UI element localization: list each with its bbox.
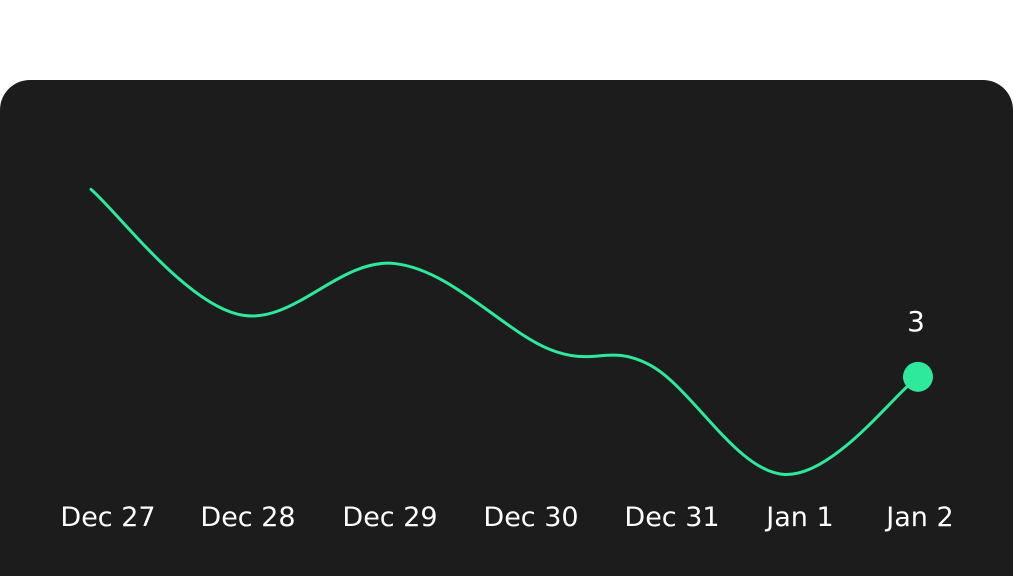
- x-axis: Dec 27 Dec 28 Dec 29 Dec 30 Dec 31 Jan 1 Jan 2: [60, 502, 953, 533]
- chart-card: [0, 80, 1013, 576]
- series-line: [89, 187, 920, 476]
- x-tick-label: Dec 31: [624, 502, 719, 533]
- data-point-1: [236, 312, 240, 316]
- x-tick-label: Jan 2: [884, 502, 953, 533]
- line-layer: [89, 187, 920, 476]
- highlight-value-label: 3: [907, 305, 925, 338]
- x-tick-label: Dec 30: [483, 502, 578, 533]
- x-tick-label: Jan 1: [764, 502, 833, 533]
- data-point-2: [393, 262, 397, 266]
- data-point-5: [783, 472, 787, 476]
- x-tick-label: Dec 29: [342, 502, 437, 533]
- x-tick-label: Dec 27: [60, 502, 155, 533]
- data-point-3: [548, 347, 552, 351]
- highlight-layer: 3: [903, 305, 933, 392]
- x-tick-label: Dec 28: [200, 502, 295, 533]
- highlight-point[interactable]: [903, 361, 933, 392]
- data-point-4: [648, 363, 652, 367]
- data-point-0: [89, 187, 93, 191]
